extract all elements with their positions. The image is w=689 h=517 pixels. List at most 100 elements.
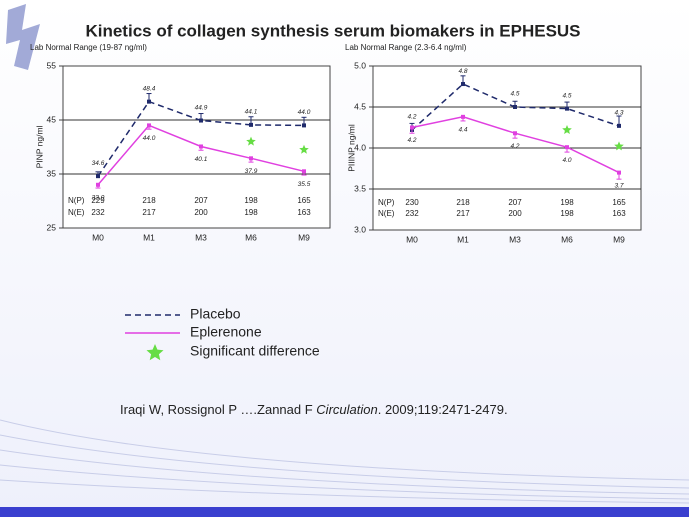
n-row-label: N(P)	[68, 196, 85, 205]
legend-star	[146, 344, 164, 361]
y-tick-label: 45	[47, 114, 57, 124]
value-label: 33.0	[92, 195, 105, 202]
x-tick-label: M3	[509, 234, 521, 244]
value-label: 4.2	[407, 114, 416, 121]
chart-note: Lab Normal Range (2.3-6.4 ng/ml)	[345, 43, 467, 52]
citation-journal: Circulation	[316, 402, 377, 417]
n-value: 217	[142, 208, 156, 217]
legend-label: Eplerenone	[190, 324, 262, 340]
data-point	[302, 169, 306, 174]
value-label: 4.2	[407, 137, 416, 144]
logo	[6, 4, 40, 70]
legend-label: Significant difference	[190, 343, 320, 359]
data-point	[96, 174, 100, 179]
data-point	[565, 106, 569, 111]
n-value: 200	[508, 209, 522, 218]
value-label: 34.6	[92, 160, 105, 167]
n-value: 232	[405, 209, 419, 218]
n-row-label: N(E)	[68, 208, 85, 217]
x-tick-label: M9	[298, 232, 310, 242]
n-value: 218	[142, 196, 156, 205]
n-value: 229	[91, 196, 105, 205]
value-label: 4.3	[614, 110, 623, 117]
value-label: 35.5	[298, 181, 311, 188]
n-value: 218	[456, 198, 470, 207]
value-label: 40.1	[195, 156, 208, 163]
value-label: 4.8	[458, 68, 467, 75]
x-tick-label: M9	[613, 234, 625, 244]
citation-ref: . 2009;119:2471-2479.	[378, 402, 508, 417]
value-label: 4.5	[562, 92, 571, 99]
x-tick-label: M0	[406, 234, 418, 244]
y-tick-label: 4.0	[354, 142, 366, 152]
data-point	[461, 82, 465, 87]
value-label: 48.4	[143, 85, 156, 92]
y-tick-label: 4.5	[354, 101, 366, 111]
y-tick-label: 3.0	[354, 224, 366, 234]
data-point	[565, 145, 569, 150]
x-tick-label: M6	[561, 234, 573, 244]
value-label: 4.2	[510, 143, 519, 150]
significance-star	[299, 144, 309, 154]
value-label: 44.9	[195, 104, 208, 111]
y-tick-label: 5.0	[354, 60, 366, 70]
value-label: 4.4	[458, 127, 467, 134]
n-value: 200	[194, 208, 208, 217]
significance-star	[614, 141, 624, 151]
value-label: 37.9	[245, 168, 258, 175]
data-point	[513, 131, 517, 136]
data-point	[147, 99, 151, 104]
data-point	[302, 123, 306, 128]
chart: Lab Normal Range (19-87 ng/ml) PINP ng/ml…	[30, 43, 331, 242]
y-axis-title: PINP ng/ml	[34, 125, 44, 168]
data-point	[513, 105, 517, 109]
n-value: 217	[456, 209, 470, 218]
x-tick-label: M6	[245, 232, 257, 242]
value-label: 4.5	[510, 91, 519, 98]
y-axis-title: PIIINP ng/ml	[346, 124, 356, 172]
data-point	[199, 118, 203, 123]
chart-note: Lab Normal Range (19-87 ng/ml)	[30, 43, 147, 52]
data-point	[410, 125, 414, 130]
n-value: 165	[612, 198, 626, 207]
citation: Iraqi W, Rossignol P ….Zannad F Circulat…	[120, 402, 508, 417]
n-value: 232	[91, 208, 105, 217]
plot-area	[62, 65, 331, 229]
legend-label: Placebo	[190, 306, 241, 322]
value-label: 44.1	[245, 109, 258, 116]
value-label: 44.0	[298, 109, 311, 116]
slide-title: Kinetics of collagen synthesis serum bio…	[85, 21, 580, 40]
data-point	[147, 123, 151, 128]
n-row-label: N(P)	[378, 198, 395, 207]
y-tick-label: 55	[47, 60, 57, 70]
n-row-label: N(E)	[378, 209, 395, 218]
n-value: 163	[297, 208, 311, 217]
y-tick-label: 3.5	[354, 183, 366, 193]
citation-authors: Iraqi W, Rossignol P ….Zannad F	[120, 402, 316, 417]
x-tick-label: M3	[195, 232, 207, 242]
n-value: 207	[508, 198, 522, 207]
y-tick-label: 35	[47, 168, 57, 178]
n-value: 198	[244, 196, 258, 205]
data-point	[199, 144, 203, 149]
value-label: 4.0	[562, 157, 571, 164]
n-value: 230	[405, 198, 419, 207]
decoration	[0, 419, 689, 504]
n-value: 207	[194, 196, 208, 205]
data-point	[617, 123, 621, 128]
n-value: 163	[612, 209, 626, 218]
chart: Lab Normal Range (2.3-6.4 ng/ml) PIIINP n…	[345, 43, 642, 244]
footer-bar	[0, 507, 689, 517]
n-value: 198	[560, 198, 574, 207]
value-label: 3.7	[614, 182, 623, 189]
data-point	[249, 122, 253, 127]
x-tick-label: M1	[457, 234, 469, 244]
significance-star	[562, 125, 572, 134]
legend: Placebo Eplerenone Significant differenc…	[125, 306, 320, 361]
data-point	[617, 170, 621, 175]
value-label: 44.0	[143, 135, 156, 142]
x-tick-label: M1	[143, 232, 155, 242]
x-tick-label: M0	[92, 232, 104, 242]
data-point	[96, 182, 100, 187]
